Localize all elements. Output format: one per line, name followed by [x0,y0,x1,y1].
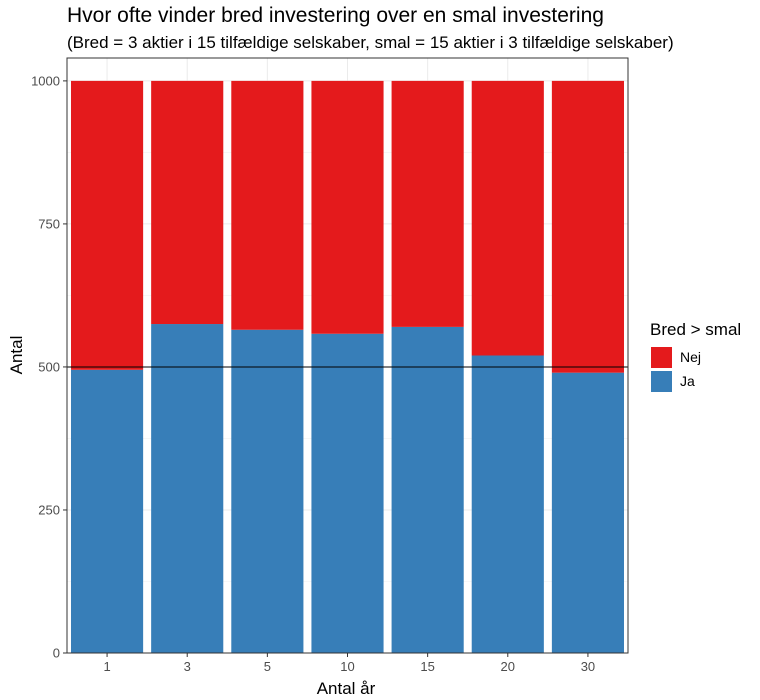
bar-ja-5 [231,329,304,653]
y-tick-label: 1000 [31,73,60,88]
bar-ja-15 [391,326,464,653]
x-tick-label: 20 [501,659,515,674]
legend: Bred > smal Nej Ja [650,320,741,392]
bar-nej-15 [391,80,464,327]
x-tick-label: 1 [103,659,110,674]
bar-ja-3 [151,324,224,653]
x-axis-title: Antal år [317,679,376,698]
y-tick-label: 750 [38,216,60,231]
bar-nej-3 [151,80,224,325]
legend-label-nej: Nej [680,349,701,365]
bar-nej-30 [551,80,624,373]
y-axis-title: Antal [7,336,26,375]
bar-nej-1 [71,80,144,370]
bar-ja-10 [311,333,384,653]
x-tick-label: 3 [184,659,191,674]
legend-swatch-ja [651,371,672,392]
y-tick-label: 500 [38,359,60,374]
x-axis-ticks: 1 3 5 10 15 20 30 [103,653,595,674]
bar-nej-5 [231,80,304,330]
legend-swatch-nej [651,347,672,368]
bar-nej-10 [311,80,384,334]
y-tick-label: 250 [38,502,60,517]
x-tick-label: 5 [264,659,271,674]
bars [71,80,624,653]
legend-label-ja: Ja [680,373,695,389]
legend-title: Bred > smal [650,320,741,339]
bar-ja-20 [471,355,544,653]
x-tick-label: 15 [420,659,434,674]
y-axis-ticks: 0 250 500 750 1000 [31,73,67,661]
x-tick-label: 10 [340,659,354,674]
chart-title: Hvor ofte vinder bred investering over e… [67,4,604,27]
y-tick-label: 0 [53,646,60,661]
bar-ja-1 [71,369,144,653]
bar-nej-20 [471,80,544,356]
chart-subtitle: (Bred = 3 aktier i 15 tilfældige selskab… [67,33,674,52]
bar-ja-30 [551,372,624,653]
x-tick-label: 30 [581,659,595,674]
